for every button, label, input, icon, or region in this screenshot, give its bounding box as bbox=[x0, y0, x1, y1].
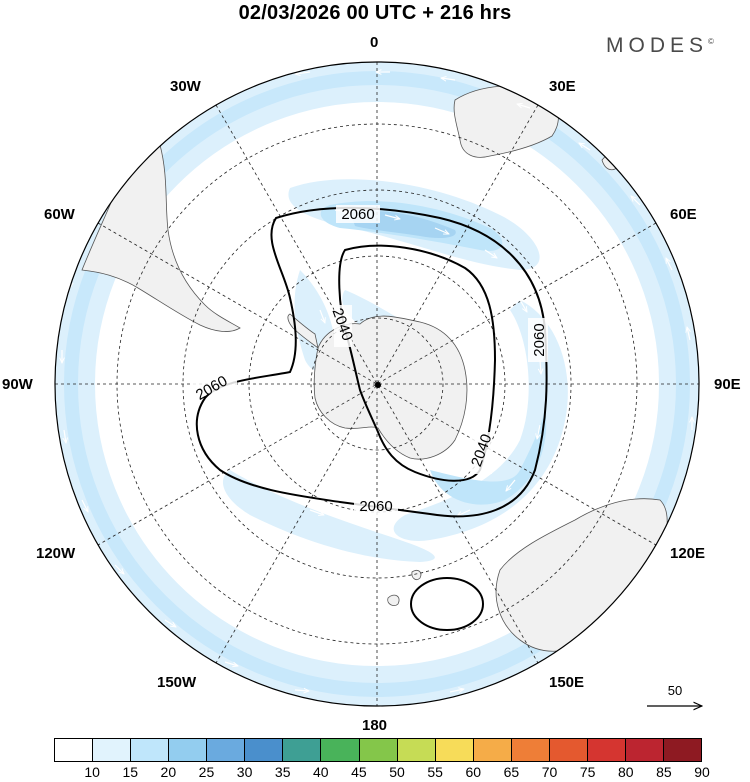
lon-label-150e: 150E bbox=[549, 674, 585, 691]
colorbar-swatch bbox=[93, 739, 132, 761]
colorbar-tick-label: 20 bbox=[160, 764, 177, 780]
jet-streak-south bbox=[222, 470, 435, 562]
lon-label-150w: 150W bbox=[157, 674, 197, 691]
colorbar-swatch bbox=[625, 739, 664, 761]
colorbar-swatch bbox=[55, 739, 94, 761]
colorbar-tick-label: 40 bbox=[313, 764, 329, 780]
colorbar-swatch bbox=[359, 739, 398, 761]
colorbar-tick-label: 45 bbox=[351, 764, 367, 780]
colorbar-tick-label: 35 bbox=[274, 764, 291, 780]
map-border bbox=[54, 61, 700, 707]
colorbar-swatch bbox=[207, 739, 246, 761]
lon-label-0: 0 bbox=[370, 34, 379, 51]
brand-logo: MODES© bbox=[606, 34, 714, 57]
lon-label-120e: 120E bbox=[670, 545, 706, 562]
south-pole-marker bbox=[375, 382, 381, 388]
lon-label-30e: 30E bbox=[549, 78, 576, 95]
south-america bbox=[81, 144, 241, 332]
colorbar-tick-label: 25 bbox=[198, 764, 215, 780]
map-title: 02/03/2026 00 UTC + 216 hrs bbox=[238, 2, 512, 24]
colorbar bbox=[54, 738, 702, 762]
colorbar-tick-label: 10 bbox=[84, 764, 100, 780]
lon-label-60e: 60E bbox=[670, 206, 697, 223]
colorbar-swatch bbox=[245, 739, 284, 761]
contour-label: 2060 bbox=[341, 206, 374, 223]
colorbar-swatch bbox=[435, 739, 474, 761]
new-zealand-south bbox=[387, 594, 400, 606]
colorbar-tick-label: 30 bbox=[236, 764, 253, 780]
lon-label-90e: 90E bbox=[714, 376, 741, 393]
lon-label-120w: 120W bbox=[36, 545, 76, 562]
colorbar-tick-label: 70 bbox=[541, 764, 558, 780]
colorbar-tick-label: 55 bbox=[427, 764, 443, 780]
colorbar-swatch bbox=[473, 739, 512, 761]
antarctic-peninsula bbox=[287, 313, 319, 349]
contour-label: 2060 bbox=[531, 323, 548, 356]
lon-label-90w: 90W bbox=[2, 376, 33, 393]
colorbar-swatch bbox=[321, 739, 360, 761]
colorbar-tick-label: 75 bbox=[579, 764, 596, 780]
reference-vector-label: 50 bbox=[667, 683, 683, 698]
colorbar-swatch bbox=[549, 739, 588, 761]
new-zealand-north bbox=[411, 570, 422, 580]
lon-label-30w: 30W bbox=[170, 78, 201, 95]
antarctica bbox=[313, 315, 468, 460]
contour-label: 2060 bbox=[359, 498, 392, 515]
colorbar-swatch bbox=[169, 739, 208, 761]
contour-labels: 2060 2060 2060 2060 2040 2040 bbox=[193, 205, 548, 515]
colorbar-tick-label: 60 bbox=[465, 764, 482, 780]
colorbar-swatch bbox=[511, 739, 550, 761]
polar-map: 2060 2060 2060 2060 2040 2040 bbox=[54, 61, 750, 735]
colorbar-tick-label: 80 bbox=[617, 764, 634, 780]
colorbar-tick-label: 15 bbox=[122, 764, 139, 780]
colorbar-tick-label: 50 bbox=[389, 764, 405, 780]
lon-label-60w: 60W bbox=[44, 206, 75, 223]
lon-label-180: 180 bbox=[362, 717, 388, 734]
contour-2060-closed bbox=[410, 577, 484, 631]
colorbar-tick-label: 85 bbox=[656, 764, 672, 780]
colorbar-tick-label: 90 bbox=[694, 764, 710, 780]
colorbar-swatch bbox=[131, 739, 170, 761]
colorbar-tick-label: 65 bbox=[503, 764, 520, 780]
land bbox=[81, 85, 668, 652]
colorbar-swatch bbox=[587, 739, 626, 761]
colorbar-swatch bbox=[283, 739, 322, 761]
colorbar-ticks: 10 15 20 25 30 35 40 45 50 55 60 65 70 75 80 85 90 bbox=[54, 764, 709, 782]
colorbar-swatch bbox=[397, 739, 436, 761]
graticule bbox=[55, 62, 699, 706]
colorbar-swatch bbox=[664, 739, 702, 761]
